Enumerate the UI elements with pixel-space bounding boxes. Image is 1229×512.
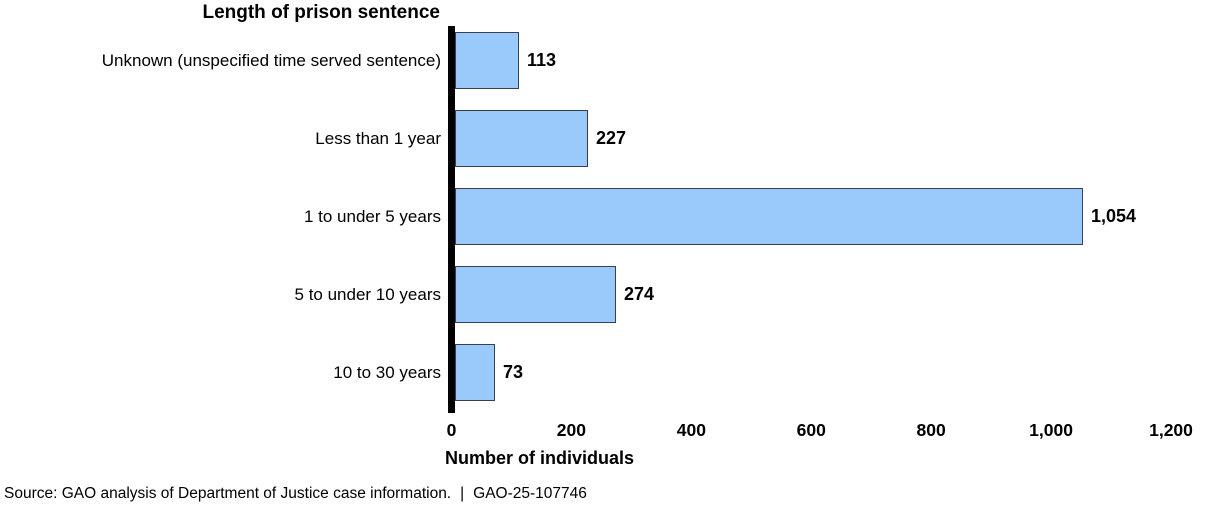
category-label: Unknown (unspecified time served sentenc… — [101, 50, 441, 70]
category-label: 10 to 30 years — [333, 362, 441, 382]
bar — [455, 110, 588, 167]
x-tick-label: 1,200 — [1149, 420, 1193, 440]
source-line: Source: GAO analysis of Department of Ju… — [4, 485, 587, 503]
x-tick-label: 800 — [916, 420, 946, 440]
bar-value-label: 227 — [596, 128, 627, 148]
x-tick-label: 600 — [796, 420, 826, 440]
bar — [455, 266, 616, 323]
bar — [455, 188, 1083, 245]
x-tick-label: 1,000 — [1029, 420, 1073, 440]
category-label: 1 to under 5 years — [303, 206, 441, 226]
x-tick-label: 200 — [556, 420, 587, 440]
bar-value-label: 274 — [624, 284, 655, 304]
category-label: Less than 1 year — [315, 128, 441, 148]
bar — [455, 344, 495, 401]
bar-value-label: 73 — [503, 362, 524, 382]
x-tick-label: 400 — [676, 420, 706, 440]
bar-value-label: 1,054 — [1091, 206, 1137, 226]
source-text: Source: GAO analysis of Department of Ju… — [4, 485, 452, 502]
x-tick-label: 0 — [446, 420, 457, 440]
bar — [455, 32, 519, 89]
x-axis-title: Number of individuals — [445, 448, 635, 468]
category-label: 5 to under 10 years — [294, 284, 441, 304]
y-axis-line — [448, 26, 455, 413]
report-id: GAO-25-107746 — [473, 485, 587, 502]
bar-value-label: 113 — [527, 50, 557, 70]
source-separator: | — [460, 485, 465, 502]
chart-title: Length of prison sentence — [202, 2, 440, 23]
